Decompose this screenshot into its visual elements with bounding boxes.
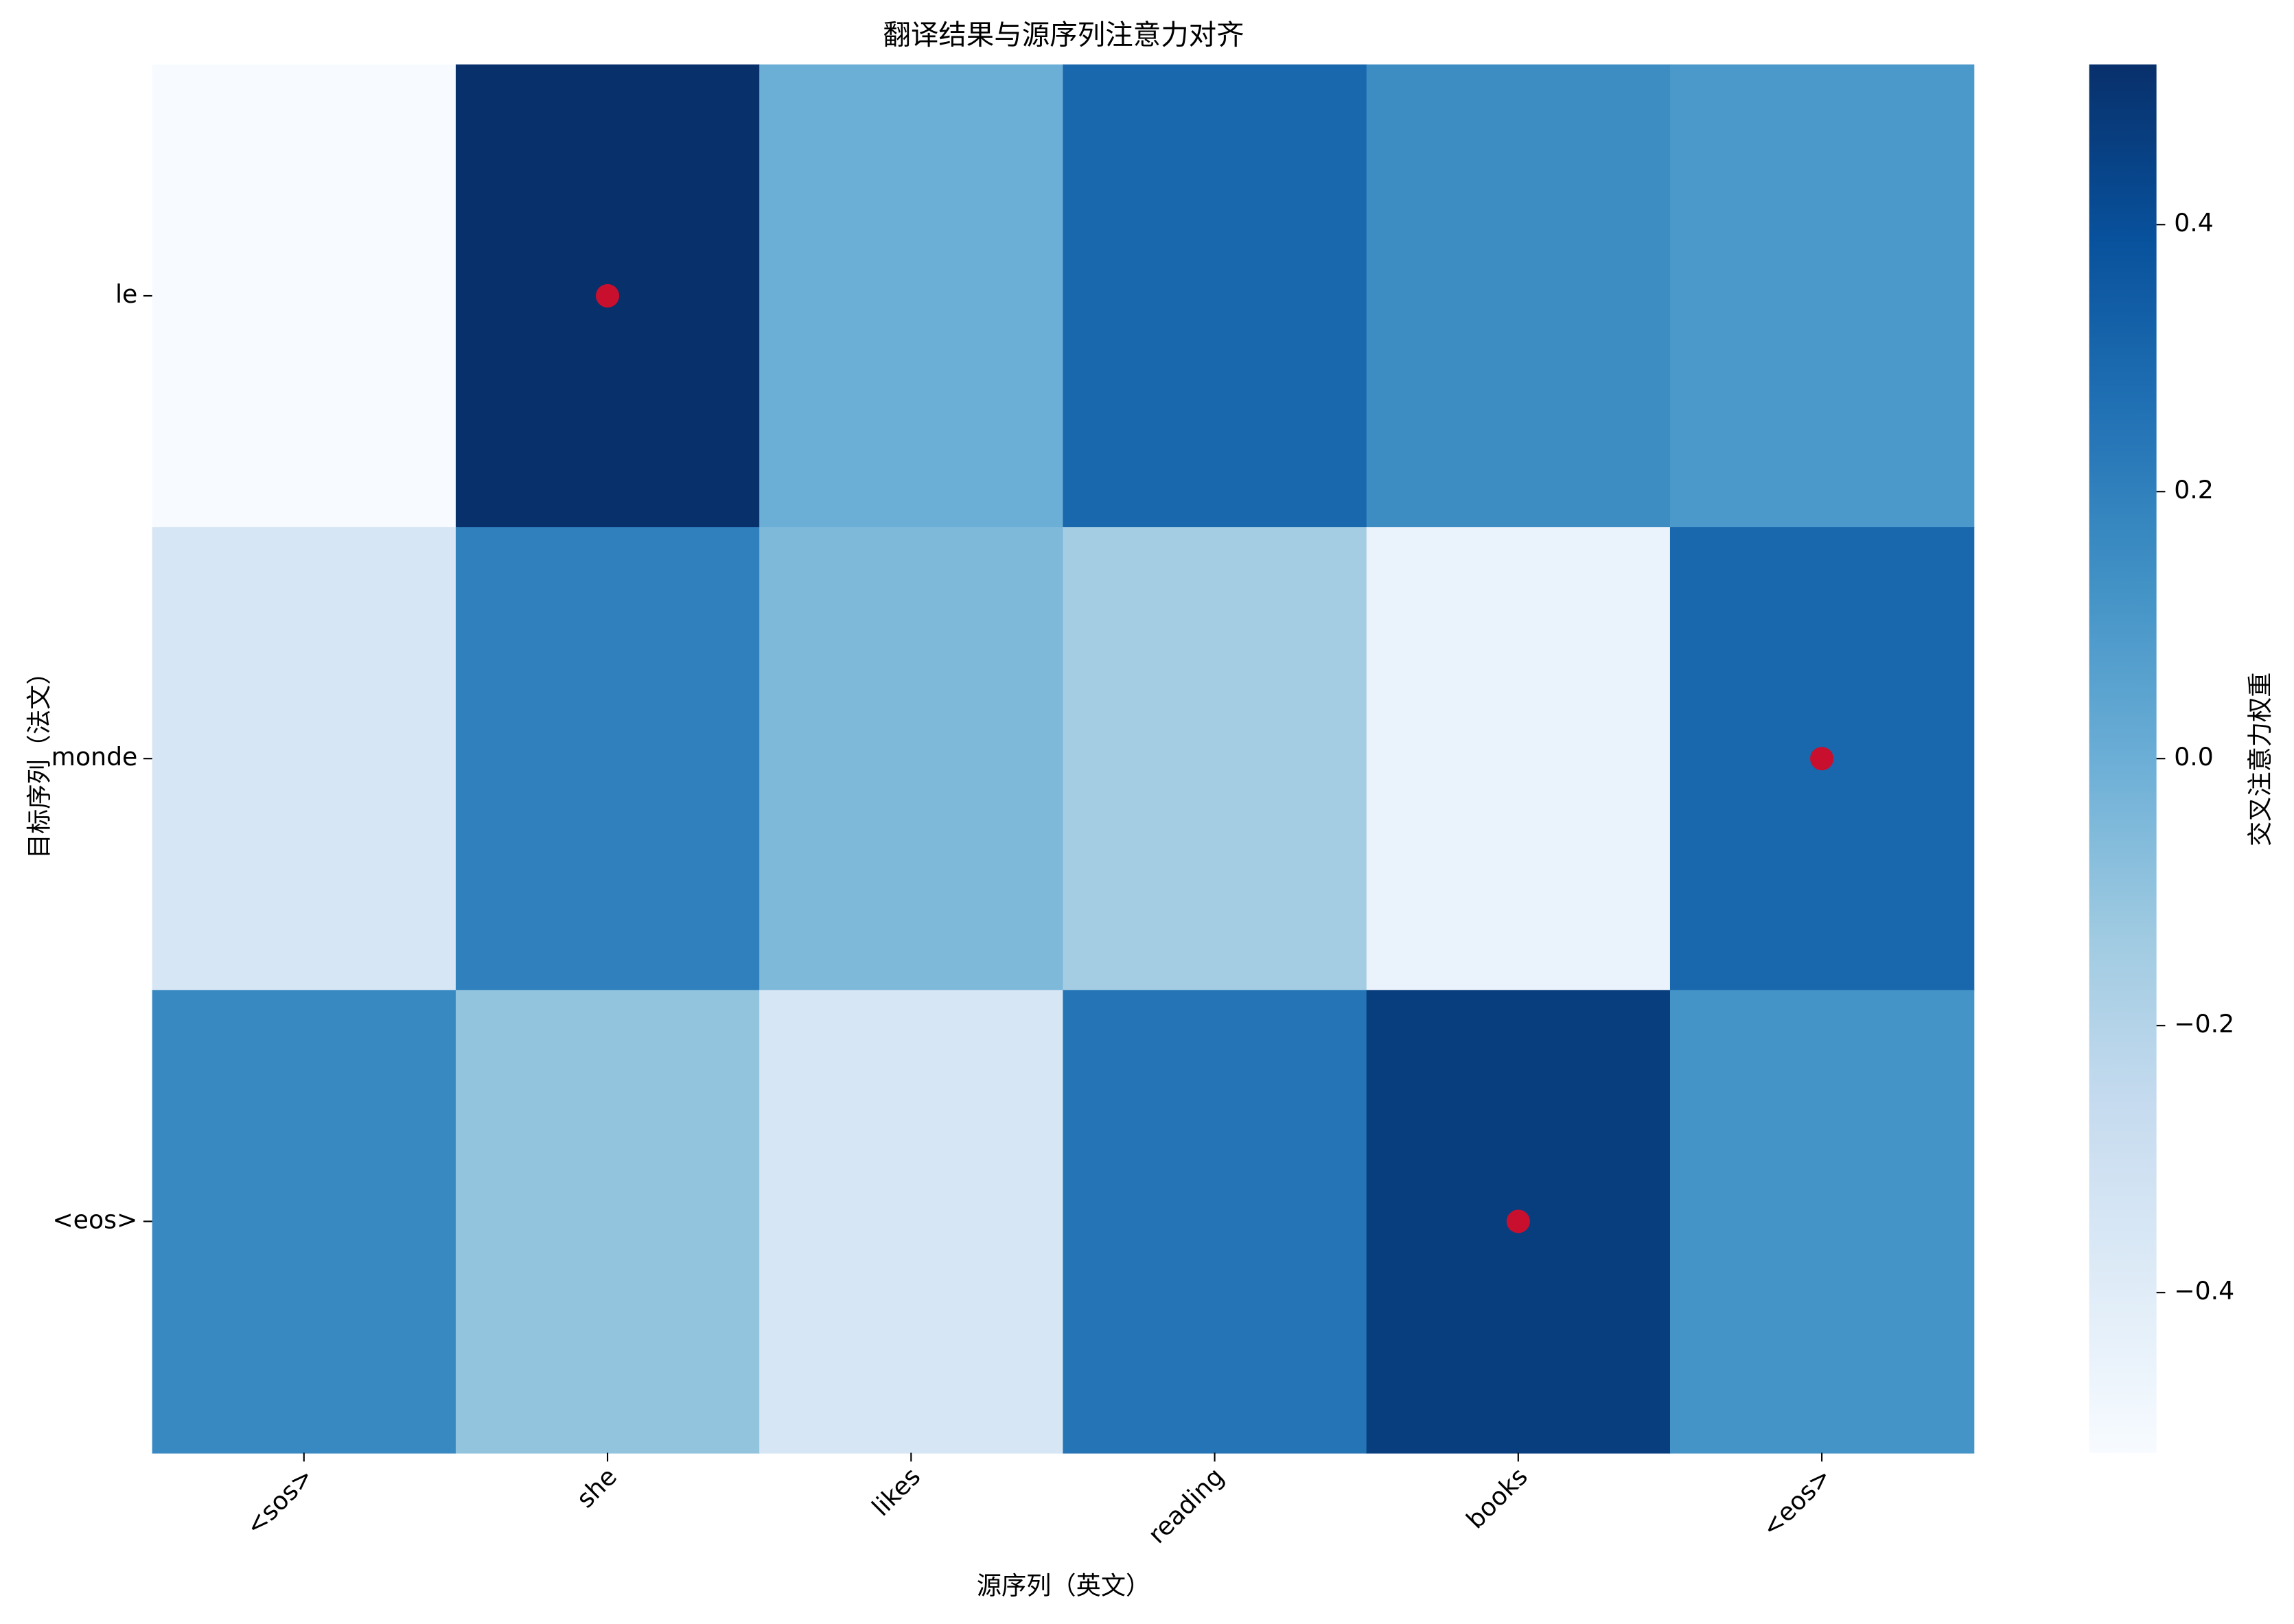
x-tick-label: likes <box>866 1461 927 1522</box>
x-tick-label: <eos> <box>1756 1461 1837 1542</box>
max-marker <box>1506 1209 1530 1233</box>
heat-cell <box>152 527 456 991</box>
x-tick-label: <sos> <box>240 1461 319 1541</box>
y-axis-label: 目标序列（法文） <box>25 660 54 859</box>
y-tick-label: <eos> <box>52 1205 137 1234</box>
colorbar <box>2089 64 2157 1453</box>
heat-cell <box>1669 990 1975 1454</box>
heat-cell <box>1366 527 1671 991</box>
colorbar-tick-label: 0.4 <box>2174 208 2214 237</box>
heat-cell <box>1063 64 1367 529</box>
heat-cell <box>1063 527 1367 991</box>
heat-cell <box>455 527 761 991</box>
heat-cell <box>759 64 1064 529</box>
colorbar-tick-label: −0.4 <box>2174 1276 2234 1306</box>
chart-title: 翻译结果与源序列注意力对齐 <box>883 18 1244 51</box>
x-axis-label: 源序列（英文） <box>977 1571 1151 1601</box>
colorbar-tick-label: 0.2 <box>2174 475 2214 504</box>
heat-cell <box>1063 990 1367 1454</box>
colorbar-tick-label: −0.2 <box>2174 1009 2234 1039</box>
x-tick-label: books <box>1461 1461 1533 1534</box>
max-marker <box>1810 747 1834 771</box>
heat-cell <box>1669 64 1975 529</box>
heat-cell <box>152 990 456 1454</box>
y-tick-label: le <box>115 279 137 309</box>
heat-cell <box>759 527 1064 991</box>
x-tick-label: reading <box>1142 1461 1230 1549</box>
heat-cell <box>152 64 456 529</box>
heat-cell <box>759 990 1064 1454</box>
x-tick-label: she <box>570 1461 623 1513</box>
y-tick-label: monde <box>51 742 138 772</box>
colorbar-label: 交叉注意力权重 <box>2245 673 2275 847</box>
colorbar-tick-label: 0.0 <box>2174 742 2214 772</box>
heat-cell <box>1366 64 1671 529</box>
max-marker <box>596 283 620 308</box>
heat-cell <box>455 990 761 1454</box>
